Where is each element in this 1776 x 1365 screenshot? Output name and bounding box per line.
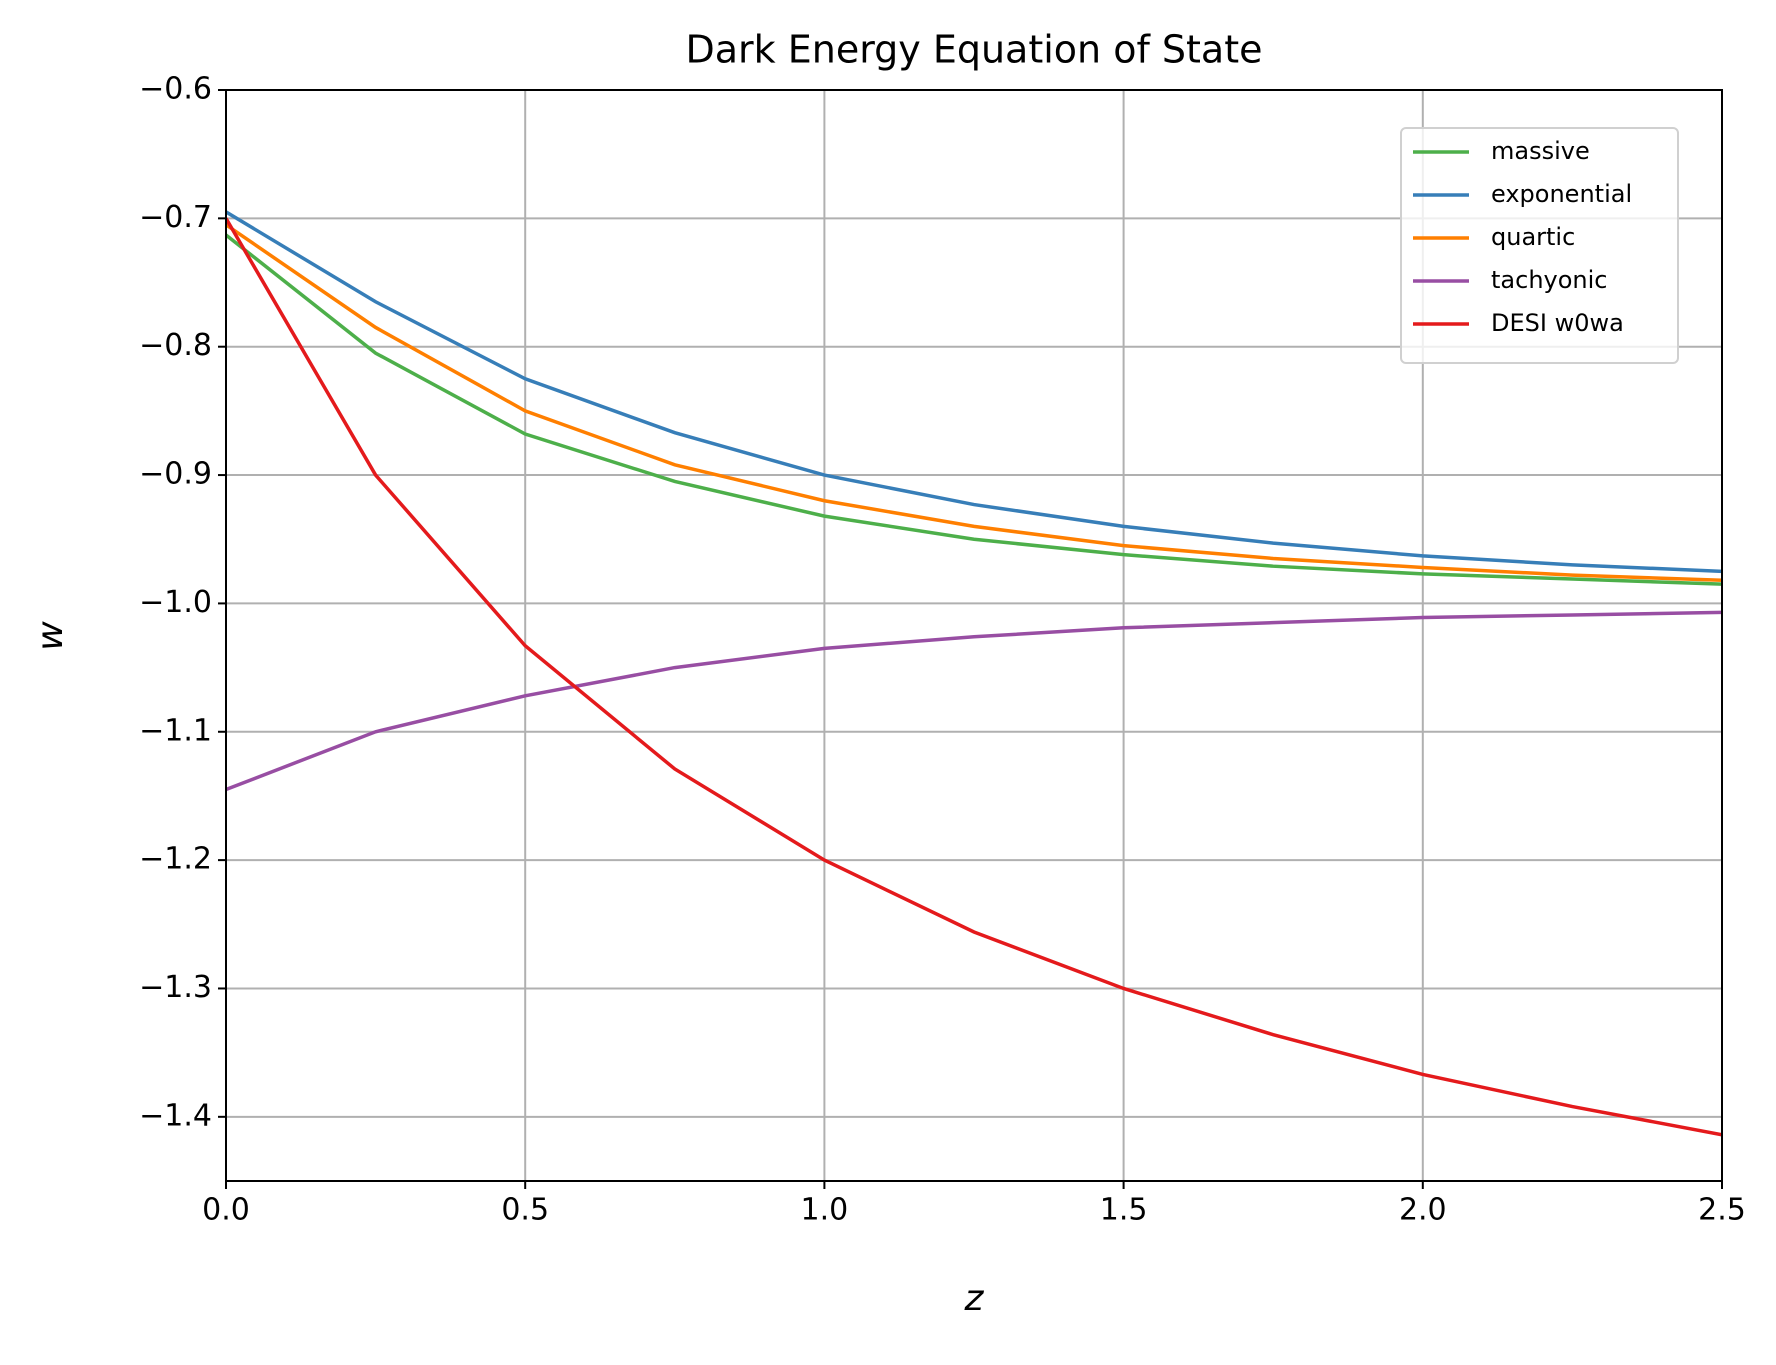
x-tick-label: 2.0 <box>1399 1193 1447 1228</box>
y-tick-label: −1.0 <box>139 585 212 620</box>
y-tick-label: −1.2 <box>139 842 212 877</box>
x-tick-label: 1.0 <box>801 1193 849 1228</box>
x-tick-label: 0.0 <box>202 1193 250 1228</box>
series-line <box>226 610 1722 792</box>
plot-lines <box>226 210 1722 1137</box>
y-tick-label: −1.1 <box>139 713 212 748</box>
series-line <box>226 223 1722 583</box>
legend-box <box>1400 127 1679 364</box>
y-tick-label: −1.3 <box>139 970 212 1005</box>
x-tick-label: 2.5 <box>1698 1193 1746 1228</box>
legend-label: tachyonic <box>1491 266 1607 294</box>
y-tick-label: −1.4 <box>139 1098 212 1133</box>
y-axis-label: w <box>30 621 71 651</box>
x-axis-label: z <box>964 1278 985 1319</box>
series-line <box>226 210 1722 574</box>
x-tick-label: 1.5 <box>1100 1193 1148 1228</box>
series-line <box>226 217 1722 1137</box>
series-line <box>226 233 1722 586</box>
legend-label: quartic <box>1491 223 1575 251</box>
y-tick-label: −0.6 <box>139 72 212 107</box>
legend: massive exponential quartic tachyonic DESI w… <box>1400 127 1679 364</box>
legend-label: massive <box>1491 137 1590 165</box>
y-tick-label: −0.8 <box>139 328 212 363</box>
legend-label: DESI w0wa <box>1491 309 1624 337</box>
y-tick-label: −0.9 <box>139 457 212 492</box>
x-tick-label: 0.5 <box>501 1193 549 1228</box>
legend-label: exponential <box>1491 180 1632 208</box>
chart-title: Dark Energy Equation of State <box>685 28 1262 72</box>
plot-frame <box>225 89 1723 1182</box>
y-tick-label: −0.7 <box>139 200 212 235</box>
